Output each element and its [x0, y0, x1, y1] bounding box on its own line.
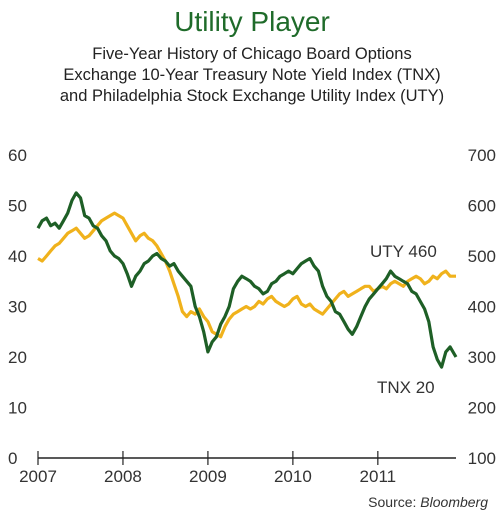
tnx-annotation: TNX 20 — [377, 378, 435, 397]
right-y-tick-label: 400 — [468, 298, 496, 317]
left-y-tick-label: 10 — [8, 399, 27, 418]
x-tick-label: 2011 — [360, 467, 397, 486]
right-y-tick-label: 100 — [468, 449, 496, 468]
chart-subtitle-line-2: Exchange 10-Year Treasury Note Yield Ind… — [63, 66, 441, 84]
source-label: Source: — [368, 494, 417, 510]
left-y-tick-label: 40 — [8, 247, 27, 266]
chart-title: Utility Player — [174, 6, 330, 37]
uty-series-line — [37, 211, 456, 339]
uty-annotation: UTY 460 — [370, 242, 437, 261]
x-tick-label: 2007 — [19, 467, 57, 486]
left-y-tick-label: 20 — [8, 348, 27, 367]
left-y-tick-label: 0 — [8, 449, 17, 468]
right-y-tick-label: 600 — [468, 197, 496, 216]
right-y-tick-label: 700 — [468, 146, 496, 165]
x-tick-label: 2009 — [189, 467, 227, 486]
source-note: Source: Bloomberg — [368, 494, 488, 510]
left-y-tick-label: 50 — [8, 197, 27, 216]
chart-subtitle-line-1: Five-Year History of Chicago Board Optio… — [92, 45, 412, 63]
chart-subtitle-line-3: and Philadelphia Stock Exchange Utility … — [59, 87, 445, 105]
right-y-axis-ticks: 100 200 300 400 500 600 700 — [468, 146, 496, 468]
right-y-tick-label: 200 — [468, 399, 496, 418]
left-y-tick-label: 30 — [8, 298, 27, 317]
x-axis-ticks: 2007 2008 2009 2010 2011 — [19, 451, 396, 486]
left-y-axis-ticks: 0 10 20 30 40 50 60 — [8, 146, 27, 468]
source-name: Bloomberg — [420, 494, 488, 510]
tnx-series-line — [36, 191, 458, 369]
right-y-tick-label: 500 — [468, 247, 496, 266]
left-y-tick-label: 60 — [8, 146, 27, 165]
x-tick-label: 2008 — [104, 467, 142, 486]
x-tick-label: 2010 — [274, 467, 312, 486]
right-y-tick-label: 300 — [468, 348, 496, 367]
